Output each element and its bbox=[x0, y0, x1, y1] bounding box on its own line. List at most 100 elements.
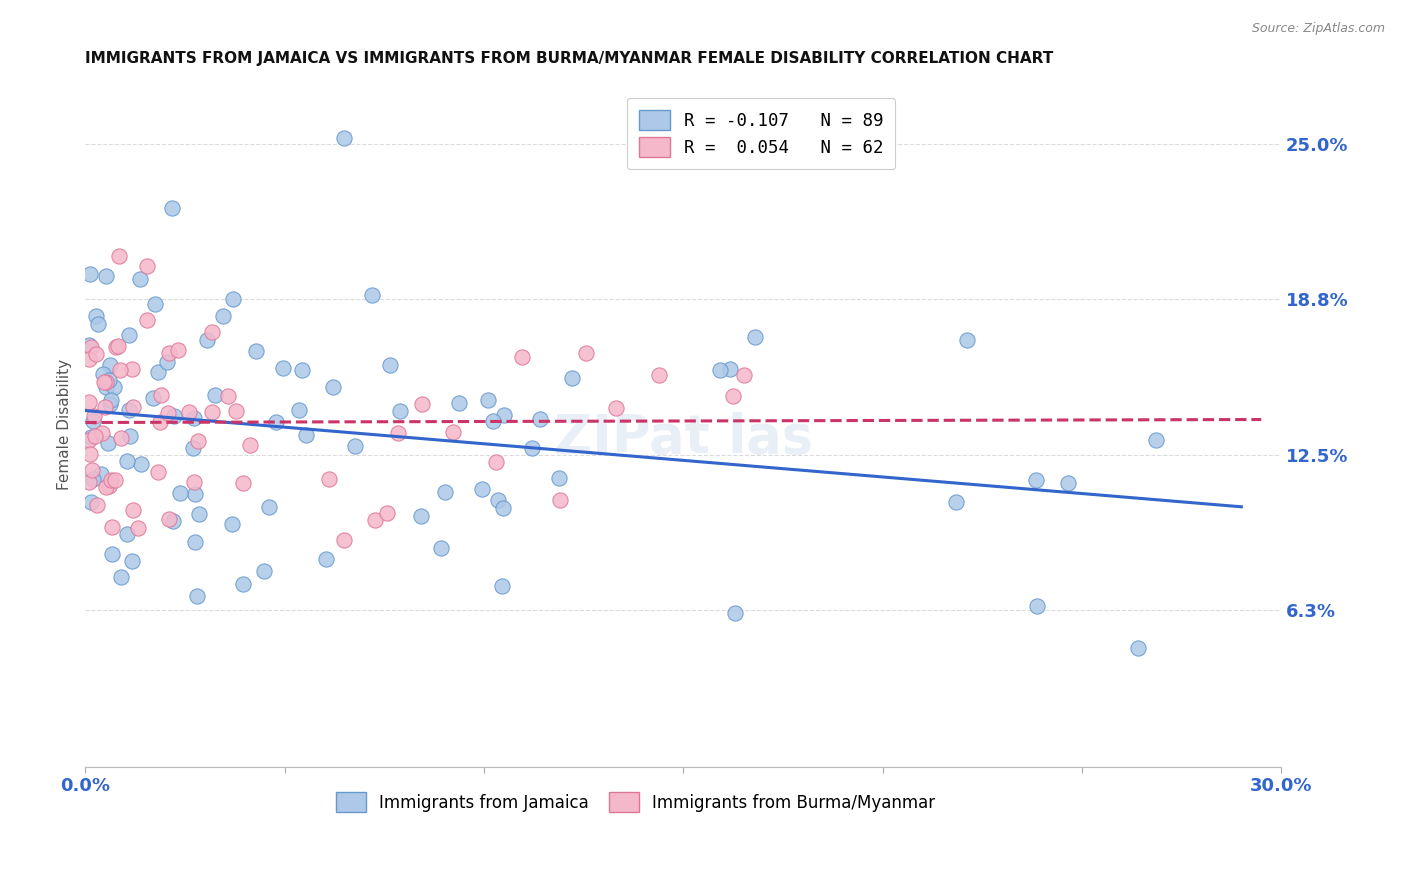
Point bbox=[101, 547, 124, 561]
Point bbox=[163, 409, 186, 424]
Point bbox=[107, 339, 129, 353]
Point bbox=[225, 403, 247, 417]
Point bbox=[481, 414, 503, 428]
Point bbox=[221, 292, 243, 306]
Text: ZIPat las: ZIPat las bbox=[554, 412, 813, 464]
Point bbox=[259, 500, 281, 514]
Point bbox=[79, 394, 101, 409]
Point bbox=[79, 352, 101, 367]
Point bbox=[605, 401, 627, 415]
Point bbox=[221, 516, 243, 531]
Point bbox=[245, 343, 267, 358]
Point bbox=[100, 393, 122, 408]
Point bbox=[118, 328, 141, 343]
Point bbox=[104, 340, 127, 354]
Point bbox=[101, 519, 124, 533]
Point bbox=[430, 541, 453, 556]
Point bbox=[388, 404, 411, 418]
Point bbox=[380, 358, 402, 372]
Point bbox=[548, 493, 571, 508]
Legend: Immigrants from Jamaica, Immigrants from Burma/Myanmar: Immigrants from Jamaica, Immigrants from… bbox=[323, 780, 946, 823]
Point bbox=[90, 425, 112, 440]
Point bbox=[79, 475, 101, 489]
Point bbox=[377, 507, 399, 521]
Point bbox=[156, 355, 179, 369]
Point bbox=[709, 363, 731, 377]
Point bbox=[143, 297, 166, 311]
Point bbox=[945, 495, 967, 509]
Point bbox=[361, 288, 384, 302]
Point bbox=[103, 473, 125, 487]
Point bbox=[118, 403, 141, 417]
Point bbox=[1025, 599, 1047, 613]
Point bbox=[156, 406, 179, 420]
Point bbox=[718, 361, 741, 376]
Point bbox=[510, 351, 533, 365]
Point bbox=[575, 346, 598, 360]
Point bbox=[110, 431, 132, 445]
Point bbox=[409, 509, 432, 524]
Point bbox=[434, 485, 457, 500]
Point bbox=[142, 391, 165, 405]
Point bbox=[492, 501, 515, 516]
Point bbox=[96, 480, 118, 494]
Point bbox=[110, 363, 132, 377]
Point bbox=[80, 430, 103, 444]
Point bbox=[238, 438, 260, 452]
Point bbox=[333, 130, 356, 145]
Point bbox=[148, 465, 170, 479]
Point bbox=[98, 478, 121, 492]
Point bbox=[271, 360, 294, 375]
Point bbox=[315, 552, 337, 566]
Point bbox=[84, 429, 107, 443]
Point bbox=[333, 533, 356, 548]
Point bbox=[121, 554, 143, 568]
Point bbox=[195, 334, 218, 348]
Point bbox=[723, 389, 745, 403]
Point bbox=[103, 380, 125, 394]
Point bbox=[157, 512, 180, 526]
Point bbox=[212, 309, 235, 323]
Point bbox=[364, 513, 387, 527]
Point bbox=[80, 340, 103, 354]
Point bbox=[169, 485, 191, 500]
Point bbox=[491, 579, 513, 593]
Point bbox=[98, 397, 121, 411]
Point bbox=[86, 347, 108, 361]
Point bbox=[83, 409, 105, 424]
Y-axis label: Female Disability: Female Disability bbox=[58, 359, 72, 490]
Point bbox=[232, 476, 254, 491]
Point bbox=[148, 365, 170, 379]
Point bbox=[131, 457, 153, 471]
Point bbox=[318, 472, 340, 486]
Point bbox=[232, 577, 254, 591]
Point bbox=[322, 380, 344, 394]
Point bbox=[294, 427, 316, 442]
Point bbox=[160, 201, 183, 215]
Point bbox=[186, 590, 208, 604]
Point bbox=[118, 429, 141, 443]
Point bbox=[90, 467, 112, 481]
Point bbox=[94, 379, 117, 393]
Point bbox=[387, 425, 409, 440]
Point bbox=[288, 403, 311, 417]
Point bbox=[471, 482, 494, 496]
Point bbox=[204, 387, 226, 401]
Point bbox=[1144, 434, 1167, 448]
Point bbox=[441, 425, 464, 440]
Point bbox=[201, 325, 224, 339]
Point bbox=[150, 388, 173, 402]
Point bbox=[108, 249, 131, 263]
Text: IMMIGRANTS FROM JAMAICA VS IMMIGRANTS FROM BURMA/MYANMAR FEMALE DISABILITY CORRE: IMMIGRANTS FROM JAMAICA VS IMMIGRANTS FR… bbox=[86, 51, 1053, 66]
Point bbox=[733, 368, 755, 383]
Point bbox=[79, 337, 101, 351]
Point bbox=[648, 368, 671, 382]
Point bbox=[136, 313, 159, 327]
Point bbox=[200, 404, 222, 418]
Point bbox=[115, 454, 138, 468]
Point bbox=[183, 486, 205, 500]
Point bbox=[79, 267, 101, 281]
Point bbox=[411, 397, 433, 411]
Point bbox=[183, 410, 205, 425]
Point bbox=[115, 527, 138, 541]
